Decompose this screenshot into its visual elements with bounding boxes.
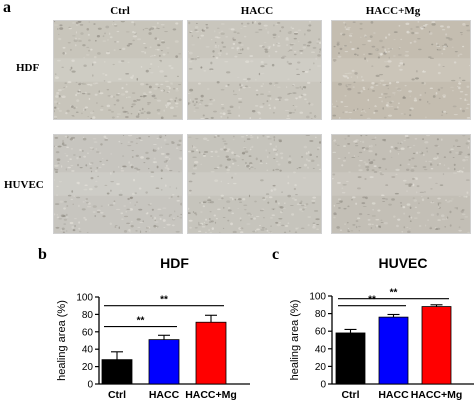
huvec-bar-ctrl (335, 332, 366, 385)
column-label-hacc-mg: HACC+Mg (365, 5, 421, 17)
panel-letter-c: c (272, 246, 280, 263)
huvec-y-tick-label: 80 (315, 309, 327, 320)
hdf-significance-label: ** (160, 295, 168, 306)
hdf-y-axis-label: healing area (%) (56, 300, 68, 381)
hdf-title: HDF (160, 255, 189, 271)
micrograph-huvec-hacc (187, 134, 322, 234)
hdf-bar-hacc-mg (195, 321, 227, 385)
row-label-hdf: HDF (16, 62, 40, 74)
huvec-bar-hacc-mg (421, 306, 452, 385)
chart-huvec-svg: HUVEC healing area (%) 0 20 40 60 80 100 Ctrl HAC… (289, 255, 474, 401)
column-label-hacc: HACC (240, 5, 274, 17)
micrograph-hdf-ctrl (53, 20, 183, 120)
hdf-y-tick-label: 100 (76, 293, 93, 304)
hdf-category-label: HACC+Mg (185, 389, 237, 401)
hdf-y-tick-label: 0 (87, 380, 93, 391)
micrograph-huvec-ctrl (53, 134, 183, 234)
hdf-category-label: HACC (149, 389, 180, 401)
hdf-category-label: Ctrl (108, 389, 126, 401)
chart-hdf: HDF healing area (%) 0 20 40 60 80 100 Ctrl HACC H… (40, 248, 250, 419)
huvec-y-tick-label: 40 (315, 344, 327, 355)
huvec-y-axis-label: healing area (%) (289, 300, 301, 381)
huvec-y-tick-label: 100 (309, 292, 326, 303)
micrograph-hdf-hacc-mg (331, 20, 471, 120)
hdf-bar-hacc (148, 339, 180, 385)
huvec-y-tick-label: 20 (315, 362, 327, 373)
huvec-significance-label: ** (368, 295, 376, 306)
hdf-bar-ctrl (101, 359, 133, 385)
row-label-huvec: HUVEC (4, 179, 44, 191)
huvec-bar-hacc (378, 316, 409, 385)
huvec-category-label: HACC (378, 389, 409, 401)
chart-hdf-svg: HDF healing area (%) 0 20 40 60 80 100 Ctrl HACC H… (56, 255, 250, 401)
huvec-title: HUVEC (378, 255, 427, 271)
huvec-category-label: HACC+Mg (411, 389, 463, 401)
chart-huvec: HUVEC healing area (%) 0 20 40 60 80 100 Ctrl HAC… (274, 248, 474, 419)
hdf-y-tick-label: 40 (82, 345, 94, 356)
huvec-category-label: Ctrl (341, 389, 359, 401)
hdf-y-tick-label: 20 (82, 362, 94, 373)
micrograph-huvec-hacc-mg (331, 134, 471, 234)
micrograph-hdf-hacc (187, 20, 322, 120)
hdf-significance-label: ** (137, 316, 145, 327)
hdf-y-tick-label: 60 (82, 327, 94, 338)
huvec-y-tick-label: 0 (320, 380, 326, 391)
huvec-significance-label: ** (390, 288, 398, 299)
huvec-y-tick-label: 60 (315, 327, 327, 338)
column-label-ctrl: Ctrl (110, 5, 130, 17)
hdf-y-tick-label: 80 (82, 310, 94, 321)
panel-letter-a: a (3, 0, 11, 16)
panel-letter-b: b (38, 246, 47, 263)
